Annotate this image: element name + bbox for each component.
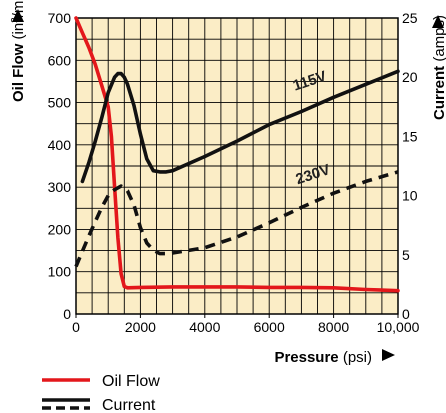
y-left-axis-title: Oil Flow (in3/min) (10, 0, 27, 102)
legend: Oil Flow Current (42, 373, 160, 413)
y-right-tick-label: 15 (402, 128, 418, 144)
y-right-tick-label: 10 (402, 188, 418, 204)
y-right-tick-label: 20 (402, 69, 418, 85)
x-axis-arrow-icon (382, 349, 395, 361)
y-left-tick-label: 200 (48, 221, 72, 237)
legend-label-oil-flow: Oil Flow (102, 373, 160, 390)
y-left-axis-unit: (in (10, 23, 27, 44)
legend-label-current: Current (102, 397, 156, 413)
y-right-axis-ticks: 0 5 10 15 20 25 (402, 10, 418, 322)
y-left-tick-label: 600 (48, 52, 72, 68)
y-right-tick-label: 5 (402, 247, 410, 263)
x-tick-label: 2000 (125, 319, 156, 335)
x-tick-label: 10,000 (377, 319, 420, 335)
current-230v-line (74, 170, 399, 268)
x-axis-label: Pressure (274, 349, 338, 366)
x-tick-label: 4000 (189, 319, 220, 335)
y-right-axis-arrow-icon (432, 15, 444, 28)
y-right-tick-label: 0 (402, 306, 410, 322)
y-right-axis-label: Current (431, 66, 446, 120)
y-right-tick-label: 25 (402, 10, 418, 26)
y-right-axis-title: Current (amps) (431, 15, 446, 120)
y-left-tick-label: 0 (63, 306, 71, 322)
x-tick-label: 0 (72, 319, 80, 335)
y-left-axis-ticks: 0 100 200 300 400 500 600 700 (48, 10, 72, 322)
plot-frame (75, 17, 399, 315)
x-axis-unit: (psi) (339, 349, 372, 366)
x-tick-label: 6000 (254, 319, 285, 335)
y-left-axis-arrow-icon (12, 9, 24, 22)
axis-titles: Pressure (psi) Oil Flow (in3/min) Current … (10, 0, 446, 366)
y-left-tick-label: 100 (48, 264, 72, 280)
oil-flow-line (74, 16, 400, 293)
grid-lines (76, 18, 398, 314)
y-left-tick-label: 700 (48, 10, 72, 26)
y-left-tick-label: 500 (48, 95, 72, 111)
current-115v-line (80, 69, 400, 184)
y-left-tick-label: 300 (48, 179, 72, 195)
x-axis-title: Pressure (psi) (274, 349, 372, 366)
y-left-axis-unit-suffix: /min) (10, 0, 27, 17)
x-axis-ticks: 0 2000 4000 6000 8000 10,000 (72, 314, 420, 335)
y-left-axis-label: Oil Flow (10, 43, 27, 102)
y-left-tick-label: 400 (48, 137, 72, 153)
series-lines (74, 16, 400, 293)
x-tick-label: 8000 (318, 319, 349, 335)
